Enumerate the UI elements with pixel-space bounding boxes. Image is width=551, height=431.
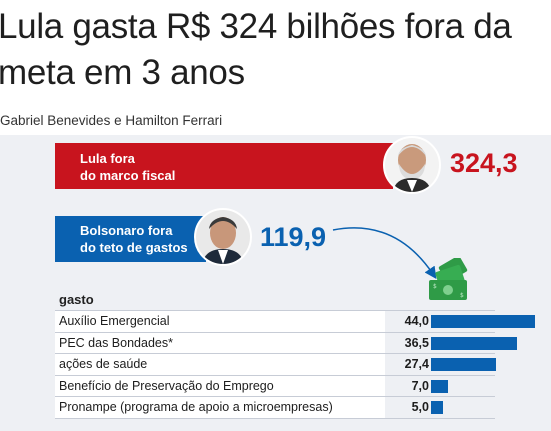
- bolsonaro-avatar: [194, 208, 252, 266]
- row-label: ações de saúde: [55, 354, 385, 375]
- svg-text:$: $: [433, 283, 437, 290]
- curved-arrow-icon: [332, 227, 437, 279]
- table-header: gasto: [59, 292, 94, 307]
- row-value: 27,4: [404, 357, 429, 371]
- table-row: Auxílio Emergencial 44,0: [55, 310, 535, 332]
- row-value: 7,0: [411, 378, 429, 393]
- lula-value: 324,3: [450, 148, 518, 178]
- bolsonaro-label-line-2: do teto de gastos: [80, 240, 188, 255]
- table-row: Benefício de Preservação do Emprego 7,0: [55, 374, 495, 396]
- table-row: PEC das Bondades* 36,5: [55, 331, 517, 353]
- row-value: 5,0: [411, 400, 429, 414]
- row-value: 44,0: [404, 314, 429, 328]
- row-bar: [431, 315, 535, 328]
- lula-bar-label: Lula fora do marco fiscal: [80, 150, 175, 184]
- bolsonaro-bar: [55, 216, 206, 262]
- lula-label-line-2: do marco fiscal: [80, 168, 176, 183]
- lula-label-line-1: Lula fora: [80, 151, 135, 166]
- bolsonaro-value: 119,9: [260, 222, 327, 252]
- byline: Gabriel Benevides e Hamilton Ferrari: [0, 113, 223, 128]
- headline: Lula gasta R$ 324 bilhões fora da meta e…: [0, 7, 512, 92]
- lula-avatar: [383, 136, 441, 194]
- table-row: ações de saúde 27,4: [55, 353, 496, 375]
- lula-portrait-icon: [385, 138, 439, 192]
- table-row: Pronampe (programa de apoio a microempre…: [55, 396, 495, 419]
- lula-bar: [55, 143, 393, 189]
- row-bar: [431, 358, 496, 371]
- table-rows: Auxílio Emergencial 44,0 PEC das Bondades*…: [55, 310, 535, 419]
- row-value: 36,5: [404, 335, 429, 350]
- bolsonaro-bar-label: Bolsonaro fora do teto de gastos: [80, 222, 188, 256]
- row-label: PEC das Bondades*: [55, 332, 385, 353]
- row-label: Benefício de Preservação do Emprego: [55, 375, 385, 396]
- row-bar: [431, 401, 443, 414]
- row-bar: [431, 336, 517, 350]
- row-label: Auxílio Emergencial: [55, 311, 385, 332]
- money-icon: $ $: [429, 258, 468, 300]
- svg-text:$: $: [460, 292, 464, 299]
- bolsonaro-portrait-icon: [196, 210, 250, 264]
- row-bar: [431, 379, 448, 393]
- breakdown-table: gasto Auxílio Emergencial 44,0 PEC das Bon…: [55, 290, 535, 419]
- bolsonaro-label-line-1: Bolsonaro fora: [80, 223, 173, 238]
- row-label: Pronampe (programa de apoio a microempre…: [55, 397, 385, 418]
